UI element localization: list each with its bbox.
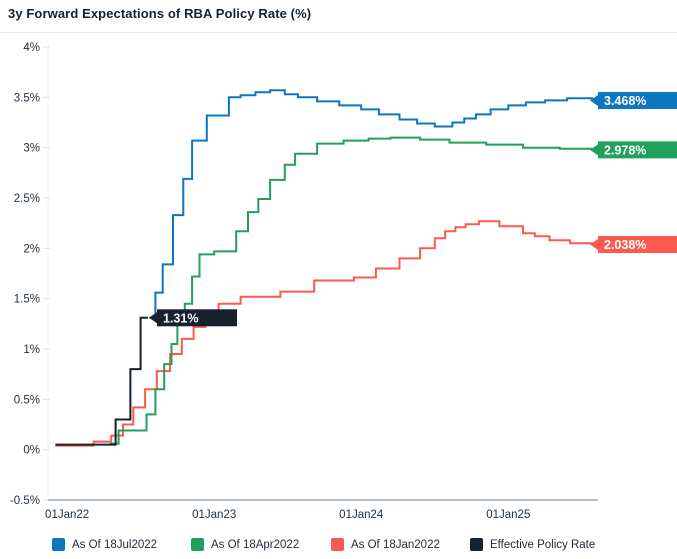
series-line-as-of-18jan2022[interactable] — [55, 220, 594, 447]
chart-legend: As Of 18Jul2022 As Of 18Apr2022 As Of 18… — [0, 538, 677, 558]
legend-label: As Of 18Jul2022 — [72, 538, 158, 551]
legend-item-18jan2022[interactable]: As Of 18Jan2022 — [331, 538, 440, 551]
series-line-as-of-18jul2022[interactable] — [149, 89, 594, 319]
y-tick-label: 2.5% — [14, 193, 40, 205]
legend-item-18apr2022[interactable]: As Of 18Apr2022 — [191, 538, 299, 551]
x-tick-label: 01Jan25 — [486, 509, 530, 521]
legend-swatch-green — [191, 538, 204, 551]
end-label-text: 1.31% — [163, 311, 198, 325]
x-tick-label: 01Jan22 — [45, 509, 89, 521]
y-tick-label: 0% — [23, 445, 40, 457]
y-tick-label: 2% — [23, 243, 40, 255]
y-tick-label: 4% — [23, 42, 40, 54]
legend-label: Effective Policy Rate — [490, 538, 596, 551]
end-label-text: 2.978% — [604, 143, 646, 157]
chart-plot-area[interactable]: 4% 3.5% 3% 2.5% 2% 1.5% 1% 0.5% 0% -0.5% 01Jan22 01… — [0, 0, 677, 535]
y-tick-label: 0.5% — [14, 394, 40, 406]
x-tick-label: 01Jan24 — [339, 509, 384, 521]
series-line-effective-policy-rate[interactable] — [55, 316, 148, 446]
legend-swatch-blue — [52, 538, 65, 551]
end-label-2.978%: 2.978% — [590, 141, 677, 159]
legend-swatch-red — [331, 538, 344, 551]
legend-item-effective-rate[interactable]: Effective Policy Rate — [470, 538, 595, 551]
end-label-2.038%: 2.038% — [590, 236, 677, 254]
y-tick-label: 3% — [23, 143, 40, 155]
end-label-text: 2.038% — [604, 238, 646, 252]
y-tick-label: 1% — [23, 344, 40, 356]
x-tick-label: 01Jan23 — [192, 509, 236, 521]
legend-label: As Of 18Apr2022 — [211, 538, 300, 551]
legend-swatch-navy — [470, 538, 483, 551]
y-tick-label: 1.5% — [14, 294, 40, 306]
chart-title: 3y Forward Expectations of RBA Policy Ra… — [8, 6, 312, 21]
end-label-1.31%: 1.31% — [149, 309, 237, 327]
title-divider — [0, 32, 677, 33]
y-tick-label: 3.5% — [14, 92, 40, 104]
end-label-text: 3.468% — [604, 94, 646, 108]
legend-item-18jul2022[interactable]: As Of 18Jul2022 — [52, 538, 157, 551]
y-tick-label: -0.5% — [10, 495, 40, 507]
end-label-3.468%: 3.468% — [590, 92, 677, 110]
legend-label: As Of 18Jan2022 — [351, 538, 440, 551]
series-line-as-of-18apr2022[interactable] — [109, 136, 594, 445]
